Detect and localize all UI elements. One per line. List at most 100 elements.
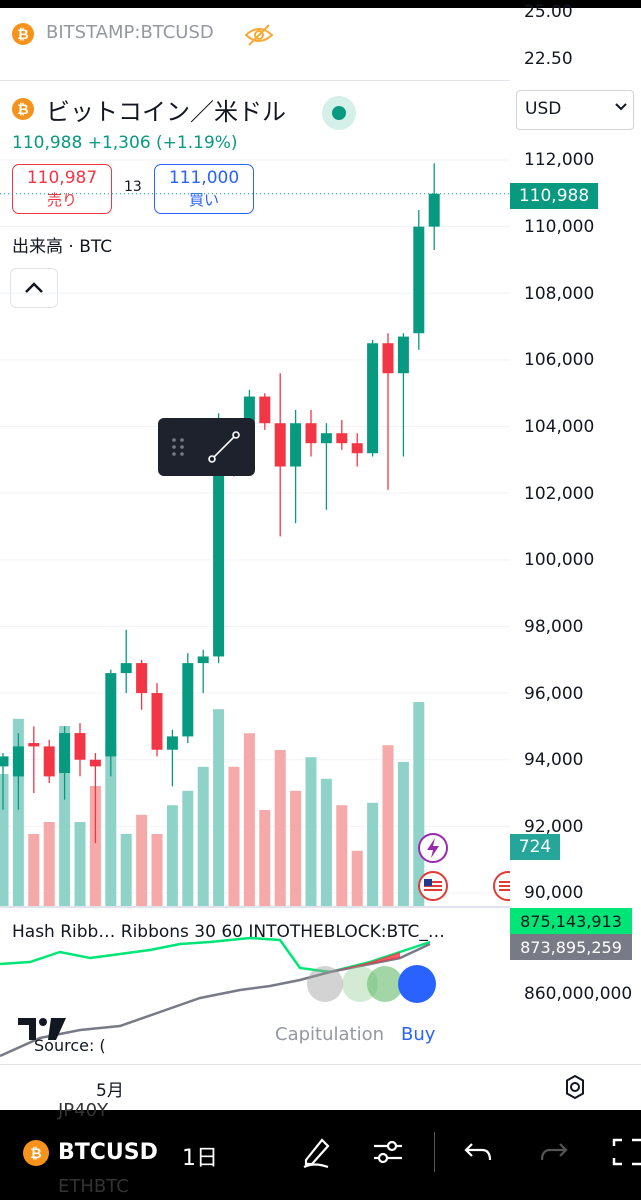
symbol-button[interactable]: BTCUSD xyxy=(58,1140,158,1165)
candle-body xyxy=(105,673,117,757)
drawing-toolbar[interactable] xyxy=(158,418,255,476)
price-axis-label: 112,000 xyxy=(524,150,595,170)
chevron-up-icon xyxy=(25,282,43,293)
indicator-legend[interactable]: Hash Ribb… Ribbons 30 60 INTOTHEBLOCK:BT… xyxy=(12,922,445,942)
candle-body xyxy=(367,343,379,454)
volume-bar xyxy=(243,733,255,906)
tradingview-logo[interactable] xyxy=(18,1016,68,1049)
indicator-source-label: Source: ( xyxy=(34,1036,106,1055)
volume-bar xyxy=(43,822,55,906)
price-change: +1,306 xyxy=(87,133,151,153)
chevron-down-icon xyxy=(615,103,627,111)
volume-bar xyxy=(105,742,117,906)
volume-bar xyxy=(320,778,332,906)
last-price-tag: 110,988 xyxy=(510,183,598,209)
volume-bar xyxy=(336,805,348,906)
source-symbol[interactable]: BITSTAMP:BTCUSD xyxy=(46,22,214,43)
time-axis-divider xyxy=(0,1064,641,1065)
candle-body xyxy=(290,423,302,467)
candle-body xyxy=(351,443,363,454)
us-flag-event-icon[interactable] xyxy=(492,870,510,902)
price-axis-label: 104,000 xyxy=(524,417,595,437)
volume-bar xyxy=(290,790,302,906)
lightning-event-icon[interactable] xyxy=(417,832,449,864)
divider xyxy=(0,80,510,81)
quote-line: 110,988 +1,306 (+1.19%) xyxy=(12,133,238,153)
buy-button[interactable]: 111,000 買い xyxy=(154,164,254,214)
volume-bar xyxy=(12,718,24,906)
interval-button[interactable]: 1日 xyxy=(182,1146,218,1171)
pane-divider[interactable] xyxy=(0,906,510,908)
volume-bar xyxy=(0,774,9,906)
candle-body xyxy=(74,733,86,760)
top-status-strip xyxy=(0,0,641,8)
volume-bar xyxy=(259,810,271,906)
sliders-icon[interactable] xyxy=(370,1134,406,1170)
volume-legend[interactable]: 出来高 · BTC xyxy=(12,237,113,257)
candle-body xyxy=(213,426,225,657)
volume-bar xyxy=(166,805,178,906)
collapse-legend-button[interactable] xyxy=(10,268,58,308)
candle-body xyxy=(59,733,71,774)
buy-price: 111,000 xyxy=(168,168,240,188)
fullscreen-icon[interactable] xyxy=(610,1134,641,1170)
sell-price: 110,987 xyxy=(26,168,98,188)
volume-bar xyxy=(136,814,148,906)
volume-bar xyxy=(59,726,71,906)
hash-slow-value-tag: 873,895,259 xyxy=(510,934,632,960)
drag-handle-icon[interactable] xyxy=(166,418,190,476)
price-axis-label: 92,000 xyxy=(524,817,584,837)
candle-body xyxy=(243,396,255,427)
capitulation-marker xyxy=(367,966,403,1002)
trend-line-icon[interactable] xyxy=(204,427,244,467)
pen-icon[interactable] xyxy=(298,1134,334,1170)
currency-select[interactable]: USD xyxy=(516,90,634,130)
candle-body xyxy=(0,756,9,767)
price-axis-label: 94,000 xyxy=(524,750,584,770)
price-change-pct: (+1.19%) xyxy=(156,133,238,153)
tradingview-logo-icon xyxy=(18,1018,66,1040)
volume-bar xyxy=(28,834,40,906)
spread-value: 13 xyxy=(124,179,142,195)
capitulation-label: Capitulation xyxy=(275,1024,385,1045)
sell-button[interactable]: 110,987 売り xyxy=(12,164,112,214)
gear-icon[interactable] xyxy=(562,1074,588,1100)
price-axis-label: 96,000 xyxy=(524,684,584,704)
volume-bar xyxy=(382,745,394,906)
candle-body xyxy=(12,746,24,777)
volume-bar xyxy=(397,762,409,906)
volume-bar xyxy=(89,786,101,906)
eye-off-icon[interactable] xyxy=(244,22,274,48)
hash-ribbons-plot[interactable] xyxy=(0,908,510,1064)
volume-bar xyxy=(228,766,240,906)
candle-body xyxy=(43,746,55,777)
candle-body xyxy=(89,759,101,767)
candle-body xyxy=(151,693,163,750)
instrument-name: ビットコイン／米ドル xyxy=(46,98,286,126)
volume-bar xyxy=(351,850,363,906)
price-axis-label: 25.00 xyxy=(524,2,573,22)
volume-bar xyxy=(213,709,225,906)
us-flag-event-icon[interactable] xyxy=(417,870,449,902)
ghost-symbol: JP40Y xyxy=(58,1100,109,1121)
symbol-row[interactable]: ₿ BITSTAMP:BTCUSD xyxy=(0,8,510,60)
undo-icon[interactable] xyxy=(462,1134,494,1170)
bitcoin-icon: ₿ xyxy=(12,98,34,120)
candle-body xyxy=(382,343,394,374)
candle-body xyxy=(136,663,148,694)
hash-fast-line xyxy=(0,936,431,974)
candle-body xyxy=(305,423,317,444)
toolbar-divider xyxy=(434,1132,435,1172)
market-open-indicator[interactable] xyxy=(322,96,356,130)
candle-body xyxy=(197,656,209,664)
candle-body xyxy=(336,433,348,444)
hash-fast-value-tag: 875,143,913 xyxy=(510,908,632,934)
volume-bar xyxy=(197,766,209,906)
redo-icon[interactable] xyxy=(538,1134,570,1170)
candle-body xyxy=(120,663,132,674)
bitcoin-icon: ₿ xyxy=(23,1140,49,1166)
volume-bar xyxy=(151,834,163,906)
volume-bar xyxy=(74,822,86,906)
indicator-axis-label: 860,000,000 xyxy=(524,984,633,1004)
